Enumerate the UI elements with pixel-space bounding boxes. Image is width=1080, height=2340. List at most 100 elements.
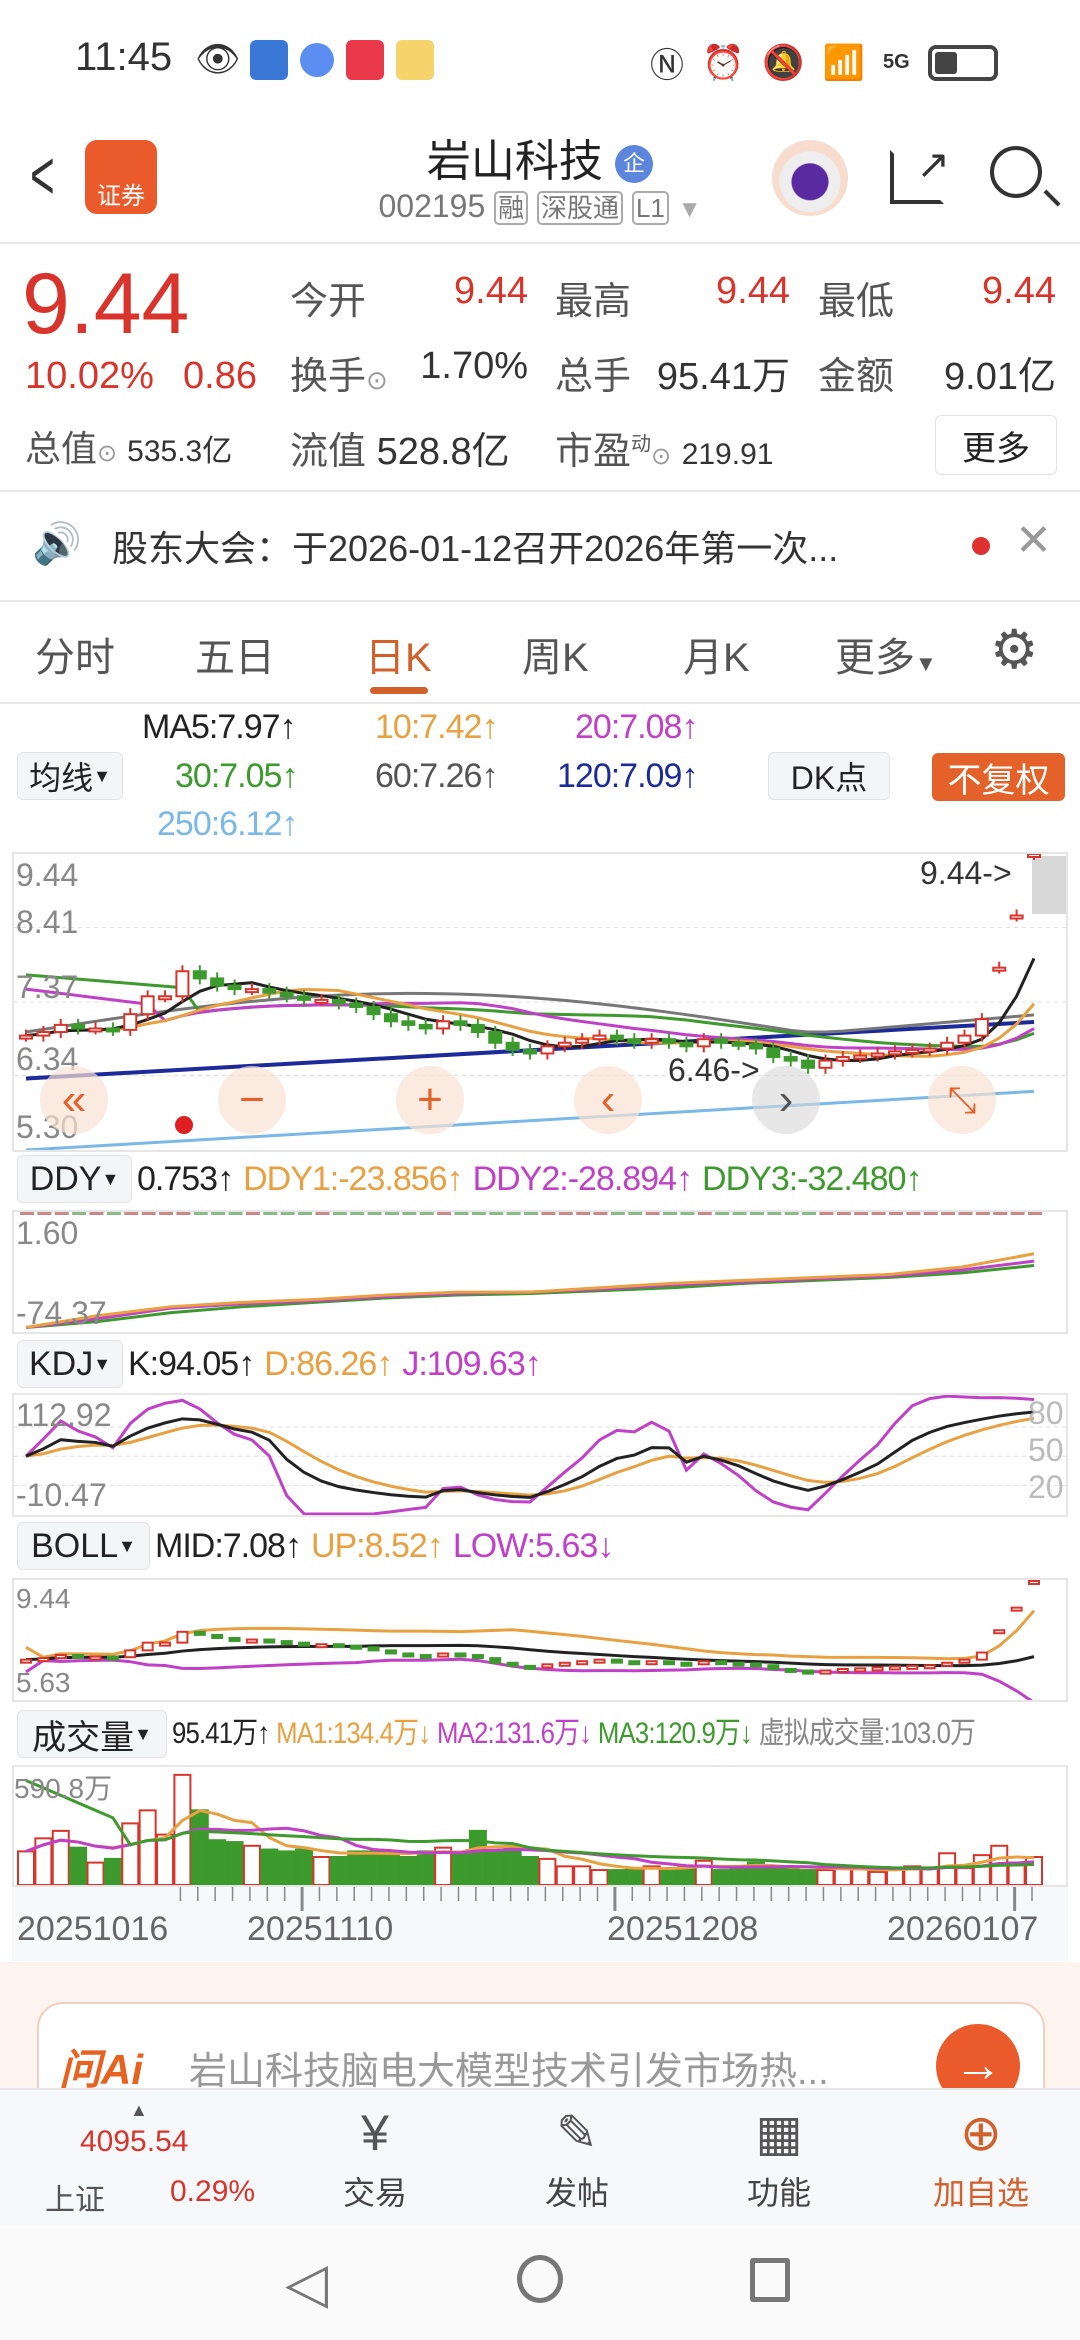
turnover-label[interactable]: 换手⊙	[290, 356, 388, 398]
candle	[244, 988, 259, 994]
volume-bar	[69, 1846, 88, 1885]
candle	[609, 1034, 624, 1041]
boll-candle	[610, 1658, 623, 1664]
boll-candle	[489, 1657, 502, 1664]
candle	[905, 1048, 920, 1054]
boll-selector[interactable]: BOLL ▼	[17, 1522, 150, 1570]
volume-bar	[208, 1839, 227, 1885]
ddy-bar	[1010, 1212, 1025, 1215]
event-dot[interactable]	[175, 1116, 193, 1134]
boll-candle	[454, 1652, 467, 1658]
close-icon[interactable]: ✕	[1015, 516, 1052, 565]
ddy-bar	[941, 1212, 956, 1215]
info-icon[interactable]: ⊙	[651, 443, 672, 470]
boll-candle	[993, 1629, 1006, 1635]
system-back-icon[interactable]: ◁	[285, 2251, 329, 2314]
securities-logo[interactable]: 证券	[85, 140, 157, 214]
stock-code: 002195	[378, 188, 486, 224]
nav-add-watchlist[interactable]: ⊕ 加自选	[906, 2098, 1056, 2214]
volume-bar	[451, 1852, 470, 1885]
scroll-left-button[interactable]: ‹	[574, 1066, 642, 1134]
ddy-bar	[819, 1212, 834, 1215]
date-axis	[12, 1887, 1068, 1961]
boll-candle	[1028, 1580, 1040, 1585]
volume-bar	[590, 1869, 609, 1885]
back-button[interactable]: <	[30, 136, 55, 214]
boll-candle	[871, 1666, 884, 1672]
volume-bar	[486, 1850, 505, 1885]
settings-gear-icon[interactable]: ⚙	[990, 620, 1039, 680]
fullscreen-button[interactable]: ⤡	[928, 1066, 996, 1134]
nav-trade[interactable]: ¥ 交易	[300, 2098, 450, 2214]
tab-five-day[interactable]: 五日	[195, 636, 275, 680]
system-recents-icon[interactable]	[750, 2258, 790, 2302]
candle	[853, 1054, 868, 1060]
ddy-bar	[263, 1212, 278, 1215]
ddy-bar	[888, 1212, 903, 1215]
candle	[297, 995, 312, 1001]
kline-chart[interactable]	[12, 852, 1068, 1152]
boll-candle	[576, 1660, 589, 1666]
mute-icon: 🔕	[762, 43, 805, 82]
nav-functions[interactable]: ▦ 功能	[704, 2098, 854, 2214]
ma-selector[interactable]: 均线 ▼	[17, 752, 123, 800]
boll-candle	[193, 1630, 206, 1636]
ddy-bar	[211, 1212, 226, 1215]
index-value[interactable]: 4095.54	[80, 2125, 189, 2158]
zoom-in-button[interactable]: +	[396, 1066, 464, 1134]
candle	[210, 977, 225, 987]
dk-point-button[interactable]: DK点	[768, 752, 890, 800]
index-name: 上证	[45, 2184, 105, 2217]
tab-daily-k[interactable]: 日K	[365, 636, 432, 680]
candle	[105, 1027, 120, 1033]
stock-code-line[interactable]: 002195 融 深股通 L1 ▼	[0, 188, 1080, 225]
volume-chart[interactable]	[12, 1765, 1068, 1887]
volume-selector[interactable]: 成交量 ▼	[17, 1710, 167, 1758]
boll-chart[interactable]	[12, 1578, 1068, 1702]
ai-robot-avatar[interactable]	[772, 140, 848, 216]
pe-ratio[interactable]: 市盈动⊙ 219.91	[555, 431, 774, 473]
scroll-right-button[interactable]: ›	[752, 1066, 820, 1134]
ddy-selector[interactable]: DDY ▼	[17, 1155, 132, 1203]
tab-weekly-k[interactable]: 周K	[522, 636, 589, 680]
volume-bar	[138, 1809, 157, 1885]
dropdown-arrow-icon: ▼	[677, 196, 702, 223]
candle	[557, 1041, 572, 1048]
tab-monthly-k[interactable]: 月K	[683, 636, 750, 680]
ddy-bar	[367, 1212, 382, 1215]
ddy-chart[interactable]	[12, 1210, 1068, 1334]
candle	[505, 1041, 520, 1051]
adjust-type-button[interactable]: 不复权	[932, 753, 1065, 801]
more-quote-button[interactable]: 更多	[935, 415, 1057, 475]
info-icon[interactable]: ⊙	[97, 440, 118, 467]
ddy-bar	[697, 1212, 712, 1215]
quote-high-value: 9.44	[716, 270, 790, 312]
boll-candle	[89, 1655, 102, 1661]
tab-more[interactable]: 更多▼	[835, 636, 937, 680]
ddy-bar	[854, 1212, 869, 1215]
ddy-bar	[245, 1212, 260, 1215]
info-icon[interactable]: ⊙	[366, 365, 388, 395]
notice-text[interactable]: 股东大会：于2026-01-12召开2026年第一次...	[112, 528, 839, 569]
share-icon[interactable]: ↗	[890, 143, 950, 204]
change-percent: 10.02%	[25, 355, 154, 397]
scroll-to-start-button[interactable]: «	[40, 1066, 108, 1134]
tag-margin: 融	[494, 191, 529, 225]
search-icon[interactable]	[990, 146, 1061, 207]
boll-candle	[280, 1640, 293, 1646]
ddy-bar	[749, 1212, 764, 1215]
enterprise-badge: 企	[615, 145, 654, 184]
system-home-icon[interactable]	[517, 2255, 563, 2303]
candle	[418, 1023, 433, 1030]
total-value[interactable]: 总值⊙ 535.3亿	[25, 428, 233, 469]
boll-low-value: LOW:5.63↓	[452, 1527, 614, 1565]
boll-candle	[419, 1654, 432, 1660]
nav-post[interactable]: ✎ 发帖	[502, 2098, 652, 2214]
price-range-marker	[1032, 856, 1066, 914]
ddy3-value: DDY3:-32.480↑	[702, 1160, 922, 1198]
kdj-legend: K:94.05↑ D:86.26↑ J:109.63↑	[128, 1344, 542, 1384]
zoom-out-button[interactable]: −	[218, 1066, 286, 1134]
tab-intraday[interactable]: 分时	[35, 636, 115, 680]
kdj-chart[interactable]	[12, 1393, 1068, 1517]
kdj-selector[interactable]: KDJ ▼	[17, 1340, 123, 1388]
